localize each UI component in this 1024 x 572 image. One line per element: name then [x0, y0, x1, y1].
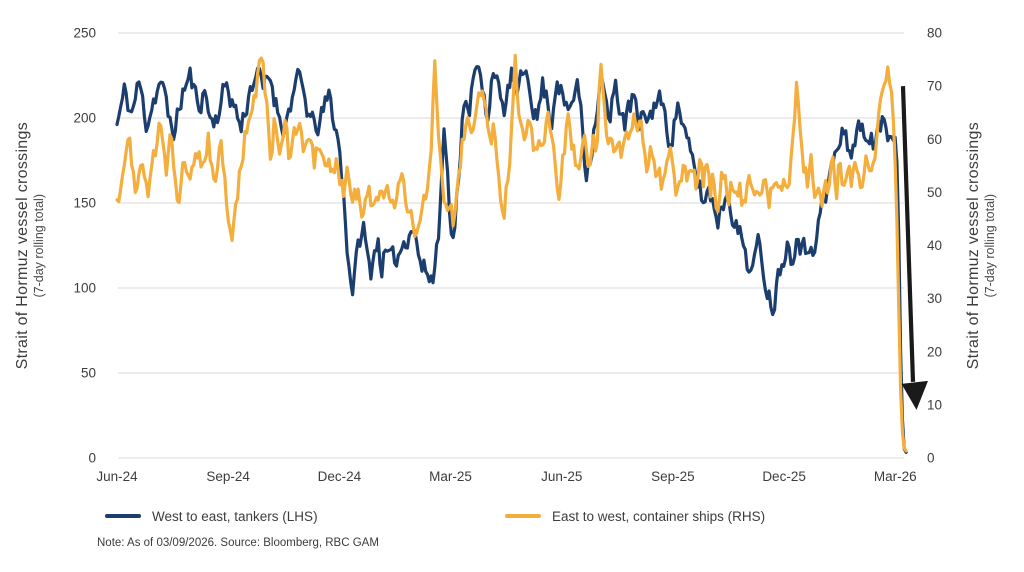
containers-line-swatch — [505, 513, 541, 519]
right-axis-tick-label: 40 — [927, 238, 942, 253]
left-axis-tick-label: 50 — [81, 366, 96, 381]
x-axis-tick-label: Dec-24 — [318, 469, 362, 484]
series-line-west-to-east-tankers — [115, 65, 908, 454]
right-axis-title-sub: (7-day rolling total) — [983, 193, 997, 298]
legend-label-tankers: West to east, tankers (LHS) — [152, 508, 318, 524]
right-axis-tick-label: 30 — [927, 291, 942, 306]
right-axis-tick-label: 80 — [927, 26, 942, 41]
left-axis-title: Strait of Hormuz vessel crossings (7-day… — [4, 33, 56, 458]
legend-item-tankers: West to east, tankers (LHS) — [105, 506, 318, 526]
series-line-east-to-west-containers — [115, 53, 908, 453]
x-axis-tick-label: Jun-24 — [96, 469, 138, 484]
right-axis-tick-label: 20 — [927, 344, 942, 359]
left-axis-tick-label: 0 — [88, 451, 96, 466]
x-axis-tick-label: Jun-25 — [541, 469, 582, 484]
left-axis-title-main: Strait of Hormuz vessel crossings — [14, 121, 31, 370]
x-axis-tick-label: Mar-26 — [874, 469, 917, 484]
left-axis-tick-label: 100 — [73, 281, 96, 296]
left-axis-tick-label: 150 — [73, 196, 96, 211]
legend: West to east, tankers (LHS) East to west… — [0, 506, 1024, 528]
right-axis-tick-label: 60 — [927, 132, 942, 147]
source-note: Note: As of 03/09/2026. Source: Bloomber… — [97, 537, 379, 549]
right-axis-title: Strait of Hormuz vessel crossings (7-day… — [950, 33, 1012, 458]
x-axis-tick-label: Sep-25 — [651, 469, 695, 484]
legend-item-containers: East to west, container ships (RHS) — [505, 506, 765, 526]
right-axis-tick-label: 10 — [927, 397, 942, 412]
tankers-line-swatch — [105, 513, 141, 519]
left-axis-tick-label: 200 — [73, 111, 96, 126]
right-axis-tick-label: 50 — [927, 185, 942, 200]
x-axis-tick-label: Mar-25 — [429, 469, 472, 484]
right-axis-tick-label: 70 — [927, 79, 942, 94]
decline-arrow-head — [901, 380, 928, 410]
right-axis-tick-label: 0 — [927, 451, 935, 466]
x-axis-tick-label: Dec-25 — [762, 469, 806, 484]
left-axis-tick-label: 250 — [73, 26, 96, 41]
legend-label-containers: East to west, container ships (RHS) — [552, 508, 766, 524]
x-axis-tick-label: Sep-24 — [206, 469, 250, 484]
left-axis-title-sub: (7-day rolling total) — [32, 193, 46, 298]
right-axis-title-main: Strait of Hormuz vessel crossings — [965, 121, 982, 370]
decline-arrow-shaft — [900, 86, 916, 382]
